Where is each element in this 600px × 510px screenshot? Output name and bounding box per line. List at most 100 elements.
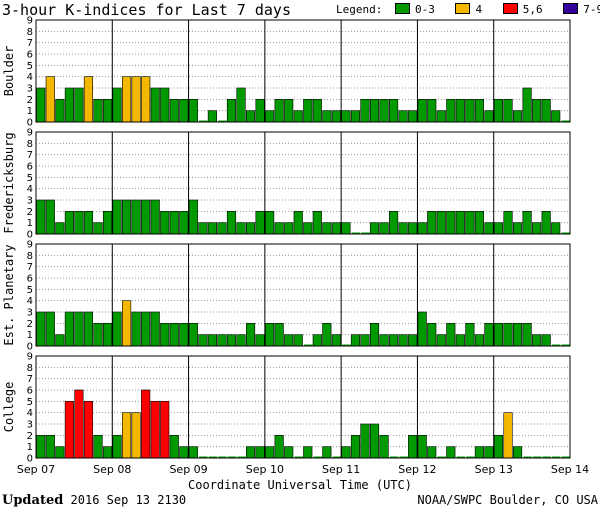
k-bar <box>198 222 208 235</box>
k-bar <box>551 344 561 346</box>
k-bar <box>274 435 284 459</box>
k-bar <box>312 211 322 235</box>
y-tick-label: 3 <box>27 84 33 95</box>
k-bar <box>169 323 179 347</box>
k-bar <box>369 222 380 235</box>
y-tick-label: 4 <box>27 408 33 419</box>
k-bar <box>474 446 484 459</box>
station-label: Fredericksburg <box>2 132 16 233</box>
k-bar <box>150 401 160 459</box>
k-bar <box>389 99 399 123</box>
legend-title: Legend: <box>336 3 383 16</box>
k-bar <box>331 222 341 235</box>
k-bar <box>45 199 55 235</box>
k-bar <box>255 334 265 347</box>
k-bar <box>408 110 418 123</box>
k-bar <box>93 99 103 123</box>
k-bar <box>369 99 380 123</box>
k-bar <box>227 456 237 458</box>
k-bar <box>112 311 122 347</box>
k-bar <box>342 344 351 346</box>
k-bar <box>312 334 322 347</box>
y-tick-label: 8 <box>27 251 33 262</box>
k-bar <box>512 222 523 235</box>
k-bar <box>523 456 532 458</box>
k-bar <box>255 446 265 459</box>
y-tick-label: 8 <box>27 363 33 374</box>
k-bar <box>131 412 141 459</box>
k-bar <box>456 456 466 458</box>
k-bar <box>561 456 570 458</box>
chart-title: 3-hour K-indices for Last 7 days <box>2 1 291 19</box>
k-bar <box>237 456 246 458</box>
k-bar <box>465 211 475 235</box>
k-bar <box>55 222 65 235</box>
k-bar <box>150 311 160 347</box>
x-tick-label: Sep 13 <box>475 463 513 476</box>
k-bar <box>541 99 551 123</box>
k-bar <box>179 323 189 347</box>
k-bar <box>83 311 94 347</box>
k-bar <box>255 211 265 235</box>
k-bar <box>169 99 179 123</box>
k-bar <box>417 311 427 347</box>
panel-frame <box>35 131 571 235</box>
k-bar <box>112 199 122 235</box>
k-bar <box>169 435 179 459</box>
k-bar <box>93 222 103 235</box>
k-bar <box>188 323 198 347</box>
k-bar <box>389 211 399 235</box>
k-bar <box>398 110 408 123</box>
k-bar <box>284 99 294 123</box>
k-bar <box>322 222 332 235</box>
k-bar <box>217 222 227 235</box>
k-bar <box>561 232 570 234</box>
k-bar <box>131 199 141 235</box>
y-tick-label: 1 <box>27 442 33 453</box>
k-bar <box>93 323 103 347</box>
k-bar <box>74 389 84 459</box>
legend-entry-7-9: 7-9 <box>563 3 600 17</box>
k-bar <box>417 435 427 459</box>
y-tick-label: 3 <box>27 196 33 207</box>
k-bar <box>150 199 160 235</box>
y-tick-label: 4 <box>27 296 33 307</box>
y-tick-label: 5 <box>27 173 33 184</box>
k-bar <box>188 199 198 235</box>
k-bar <box>236 222 246 235</box>
k-bar <box>532 334 542 347</box>
k-bar <box>332 456 342 458</box>
y-tick-label: 2 <box>27 95 33 106</box>
k-bar <box>312 99 322 123</box>
k-bar <box>408 435 418 459</box>
k-bar <box>179 446 189 459</box>
k-bar <box>350 435 361 459</box>
k-bar <box>379 435 389 459</box>
k-bar <box>199 456 208 458</box>
k-bar <box>303 446 313 459</box>
x-tick-label: Sep 14 <box>551 463 589 476</box>
k-bar <box>188 446 198 459</box>
k-bar <box>265 323 275 347</box>
k-bar <box>446 211 456 235</box>
k-bar <box>245 446 256 459</box>
k-bar <box>199 120 208 122</box>
updated-value: 2016 Sep 13 2130 <box>70 493 187 507</box>
k-bar <box>245 323 256 347</box>
k-bar <box>331 110 341 123</box>
k-bar <box>551 222 561 235</box>
k-bar <box>74 311 84 347</box>
k-bar <box>131 76 141 123</box>
legend-label: 0-3 <box>414 3 435 16</box>
y-tick-label: 5 <box>27 397 33 408</box>
y-tick-label: 7 <box>27 262 33 273</box>
k-bar <box>455 211 465 235</box>
k-bar <box>236 334 246 347</box>
k-bar <box>207 334 217 347</box>
k-bar <box>322 323 332 347</box>
k-bar <box>198 334 208 347</box>
x-axis-label: Coordinate Universal Time (UTC) <box>188 478 412 492</box>
k-bar <box>55 446 65 459</box>
x-tick-label: Sep 10 <box>246 463 284 476</box>
k-bar <box>360 423 370 459</box>
